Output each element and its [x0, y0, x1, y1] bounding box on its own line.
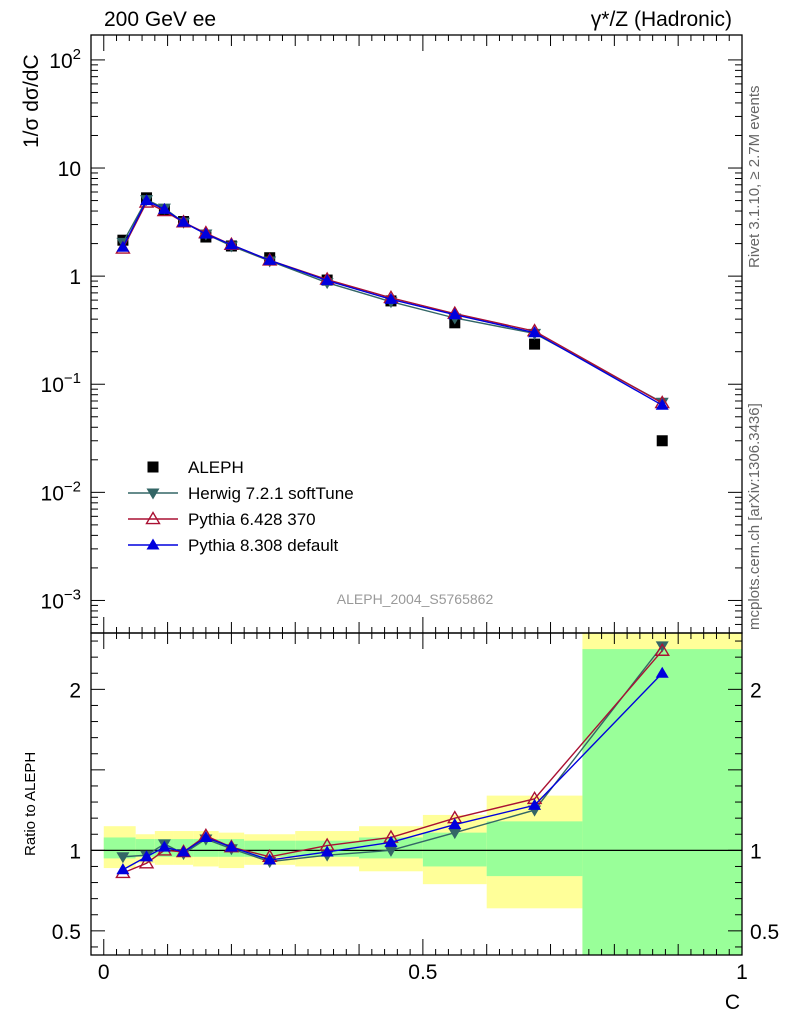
legend: ALEPH Herwig 7.2.1 softTune Pythia 6.428 3…	[128, 458, 354, 555]
ratio-point-2-3	[177, 845, 191, 857]
main-ytick-label-4: 10−2	[41, 478, 81, 505]
ratio-point-2-7	[320, 845, 334, 857]
main-point-3-0	[116, 240, 130, 252]
ratio-point-2-8	[384, 835, 398, 847]
main-point-3-11	[655, 398, 669, 410]
main-point-3-5	[224, 238, 238, 250]
main-point-3-7	[320, 274, 334, 286]
main-point-3-3	[177, 215, 191, 227]
ratio-point-0-8	[384, 845, 398, 857]
header-left: 200 GeV ee	[104, 8, 217, 31]
ratio-point-2-0	[116, 863, 130, 875]
main-point-3-6	[263, 253, 277, 265]
ratio-point-0-11	[655, 641, 669, 653]
main-point-0-10	[529, 338, 541, 350]
ratio-ytick-label-left-2: 2	[69, 679, 81, 702]
main-ytick-label-2: 1	[69, 266, 81, 289]
ratio-point-2-2	[157, 840, 171, 852]
ratio-point-1-11	[654, 642, 670, 656]
ratio-point-0-0	[116, 852, 130, 864]
main-point-3-8	[384, 292, 398, 304]
ratio-point-2-1	[140, 850, 154, 862]
legend-label-0: ALEPH	[188, 458, 244, 477]
legend-label-3: Pythia 8.308 default	[188, 536, 339, 555]
band-stat-11	[582, 649, 742, 955]
ratio-point-2-9	[448, 818, 462, 830]
main-series-3	[116, 194, 669, 410]
xtick-label-0: 0	[98, 961, 110, 984]
band-stat-10	[486, 821, 583, 877]
ratio-ytick-label-left-0: 0.5	[52, 921, 81, 944]
ratio-ytick-label-right-0: 0.5	[750, 921, 779, 944]
main-point-3-10	[528, 326, 542, 338]
ratio-point-2-5	[224, 840, 238, 852]
ticks	[91, 35, 743, 955]
legend-marker-1	[146, 488, 160, 500]
legend-label-1: Herwig 7.2.1 softTune	[188, 484, 354, 503]
band-stat-6	[244, 840, 296, 857]
analysis-label: ALEPH_2004_S5765862	[337, 591, 494, 607]
ratio-ytick-label-left-1: 1	[69, 840, 81, 863]
ratio-series-line-1	[122, 650, 663, 874]
legend-label-2: Pythia 6.428 370	[188, 510, 316, 529]
xtick-label-1: 0.5	[408, 961, 437, 984]
ratio-ytick-label-right-1: 1	[750, 840, 762, 863]
ratio-series-2	[116, 666, 669, 875]
ratio-point-0-9	[448, 828, 462, 840]
legend-marker-2	[145, 511, 161, 525]
main-series-line-3	[122, 199, 663, 406]
main-point-0-11	[656, 435, 668, 447]
main-ytick-label-0: 102	[49, 46, 81, 73]
ratio-point-2-11	[655, 666, 669, 678]
main-point-3-2	[157, 202, 171, 214]
ratio-ytick-label-right-2: 2	[750, 679, 762, 702]
ratio-point-2-10	[528, 798, 542, 810]
main-point-3-1	[140, 194, 154, 206]
ratio-plot-frame	[90, 632, 743, 956]
main-point-3-4	[199, 227, 213, 239]
main-ytick-label-3: 10−1	[41, 370, 81, 397]
x-axis-title: C	[725, 991, 740, 1014]
ratio-point-1-1	[138, 855, 155, 869]
header-right: γ*/Z (Hadronic)	[590, 8, 732, 31]
frames	[90, 34, 743, 956]
ratio-point-2-6	[263, 853, 277, 865]
legend-marker-3	[146, 538, 160, 550]
xtick-label-2: 1	[736, 961, 748, 984]
main-point-3-9	[448, 308, 462, 320]
legend-marker-0	[147, 461, 159, 473]
ratio-bands	[103, 633, 742, 955]
main-ytick-label-1: 10	[58, 158, 81, 181]
ratio-point-2-4	[199, 830, 213, 843]
main-ytick-label-5: 10−3	[41, 586, 81, 613]
series	[115, 192, 670, 879]
